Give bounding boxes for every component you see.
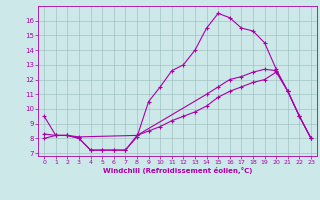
X-axis label: Windchill (Refroidissement éolien,°C): Windchill (Refroidissement éolien,°C) [103, 167, 252, 174]
